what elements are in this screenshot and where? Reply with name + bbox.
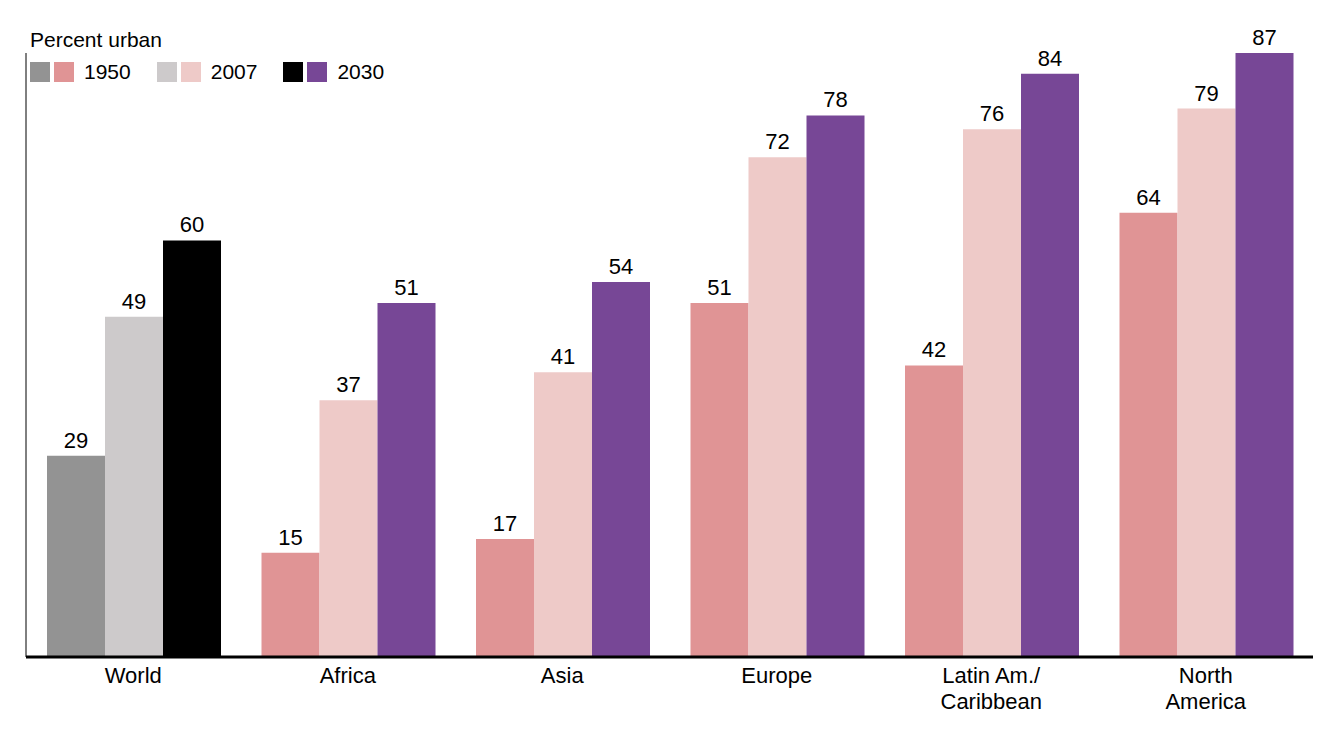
svg-text:60: 60 bbox=[180, 212, 204, 237]
svg-text:37: 37 bbox=[336, 372, 360, 397]
html-text:2007: 2007 bbox=[210, 60, 258, 83]
html-text:Percent urban: Percent urban bbox=[30, 28, 162, 51]
svg-text:Caribbean: Caribbean bbox=[940, 689, 1042, 714]
svg-text:76: 76 bbox=[980, 101, 1004, 126]
svg-text:78: 78 bbox=[823, 87, 847, 112]
html-text:1950: 1950 bbox=[84, 60, 131, 83]
svg-text:America: America bbox=[1165, 689, 1246, 714]
svg-text:17: 17 bbox=[493, 511, 517, 536]
svg-text:79: 79 bbox=[1194, 81, 1218, 106]
svg-text:87: 87 bbox=[1252, 25, 1276, 50]
svg-text:15: 15 bbox=[278, 525, 302, 550]
svg-text:84: 84 bbox=[1038, 46, 1062, 71]
svg-text:49: 49 bbox=[122, 289, 146, 314]
svg-text:World: World bbox=[105, 663, 162, 688]
svg-text:42: 42 bbox=[922, 337, 946, 362]
svg-text:Latin Am./: Latin Am./ bbox=[942, 663, 1041, 688]
svg-text:51: 51 bbox=[707, 275, 731, 300]
svg-text:Africa: Africa bbox=[320, 663, 377, 688]
svg-text:29: 29 bbox=[64, 428, 88, 453]
svg-text:North: North bbox=[1179, 663, 1233, 688]
svg-text:41: 41 bbox=[551, 344, 575, 369]
svg-text:Asia: Asia bbox=[541, 663, 585, 688]
svg-text:51: 51 bbox=[394, 275, 418, 300]
svg-text:72: 72 bbox=[765, 129, 789, 154]
svg-text:54: 54 bbox=[609, 254, 633, 279]
svg-text:64: 64 bbox=[1136, 185, 1160, 210]
svg-text:Europe: Europe bbox=[741, 663, 812, 688]
html-text:2030: 2030 bbox=[337, 60, 385, 83]
